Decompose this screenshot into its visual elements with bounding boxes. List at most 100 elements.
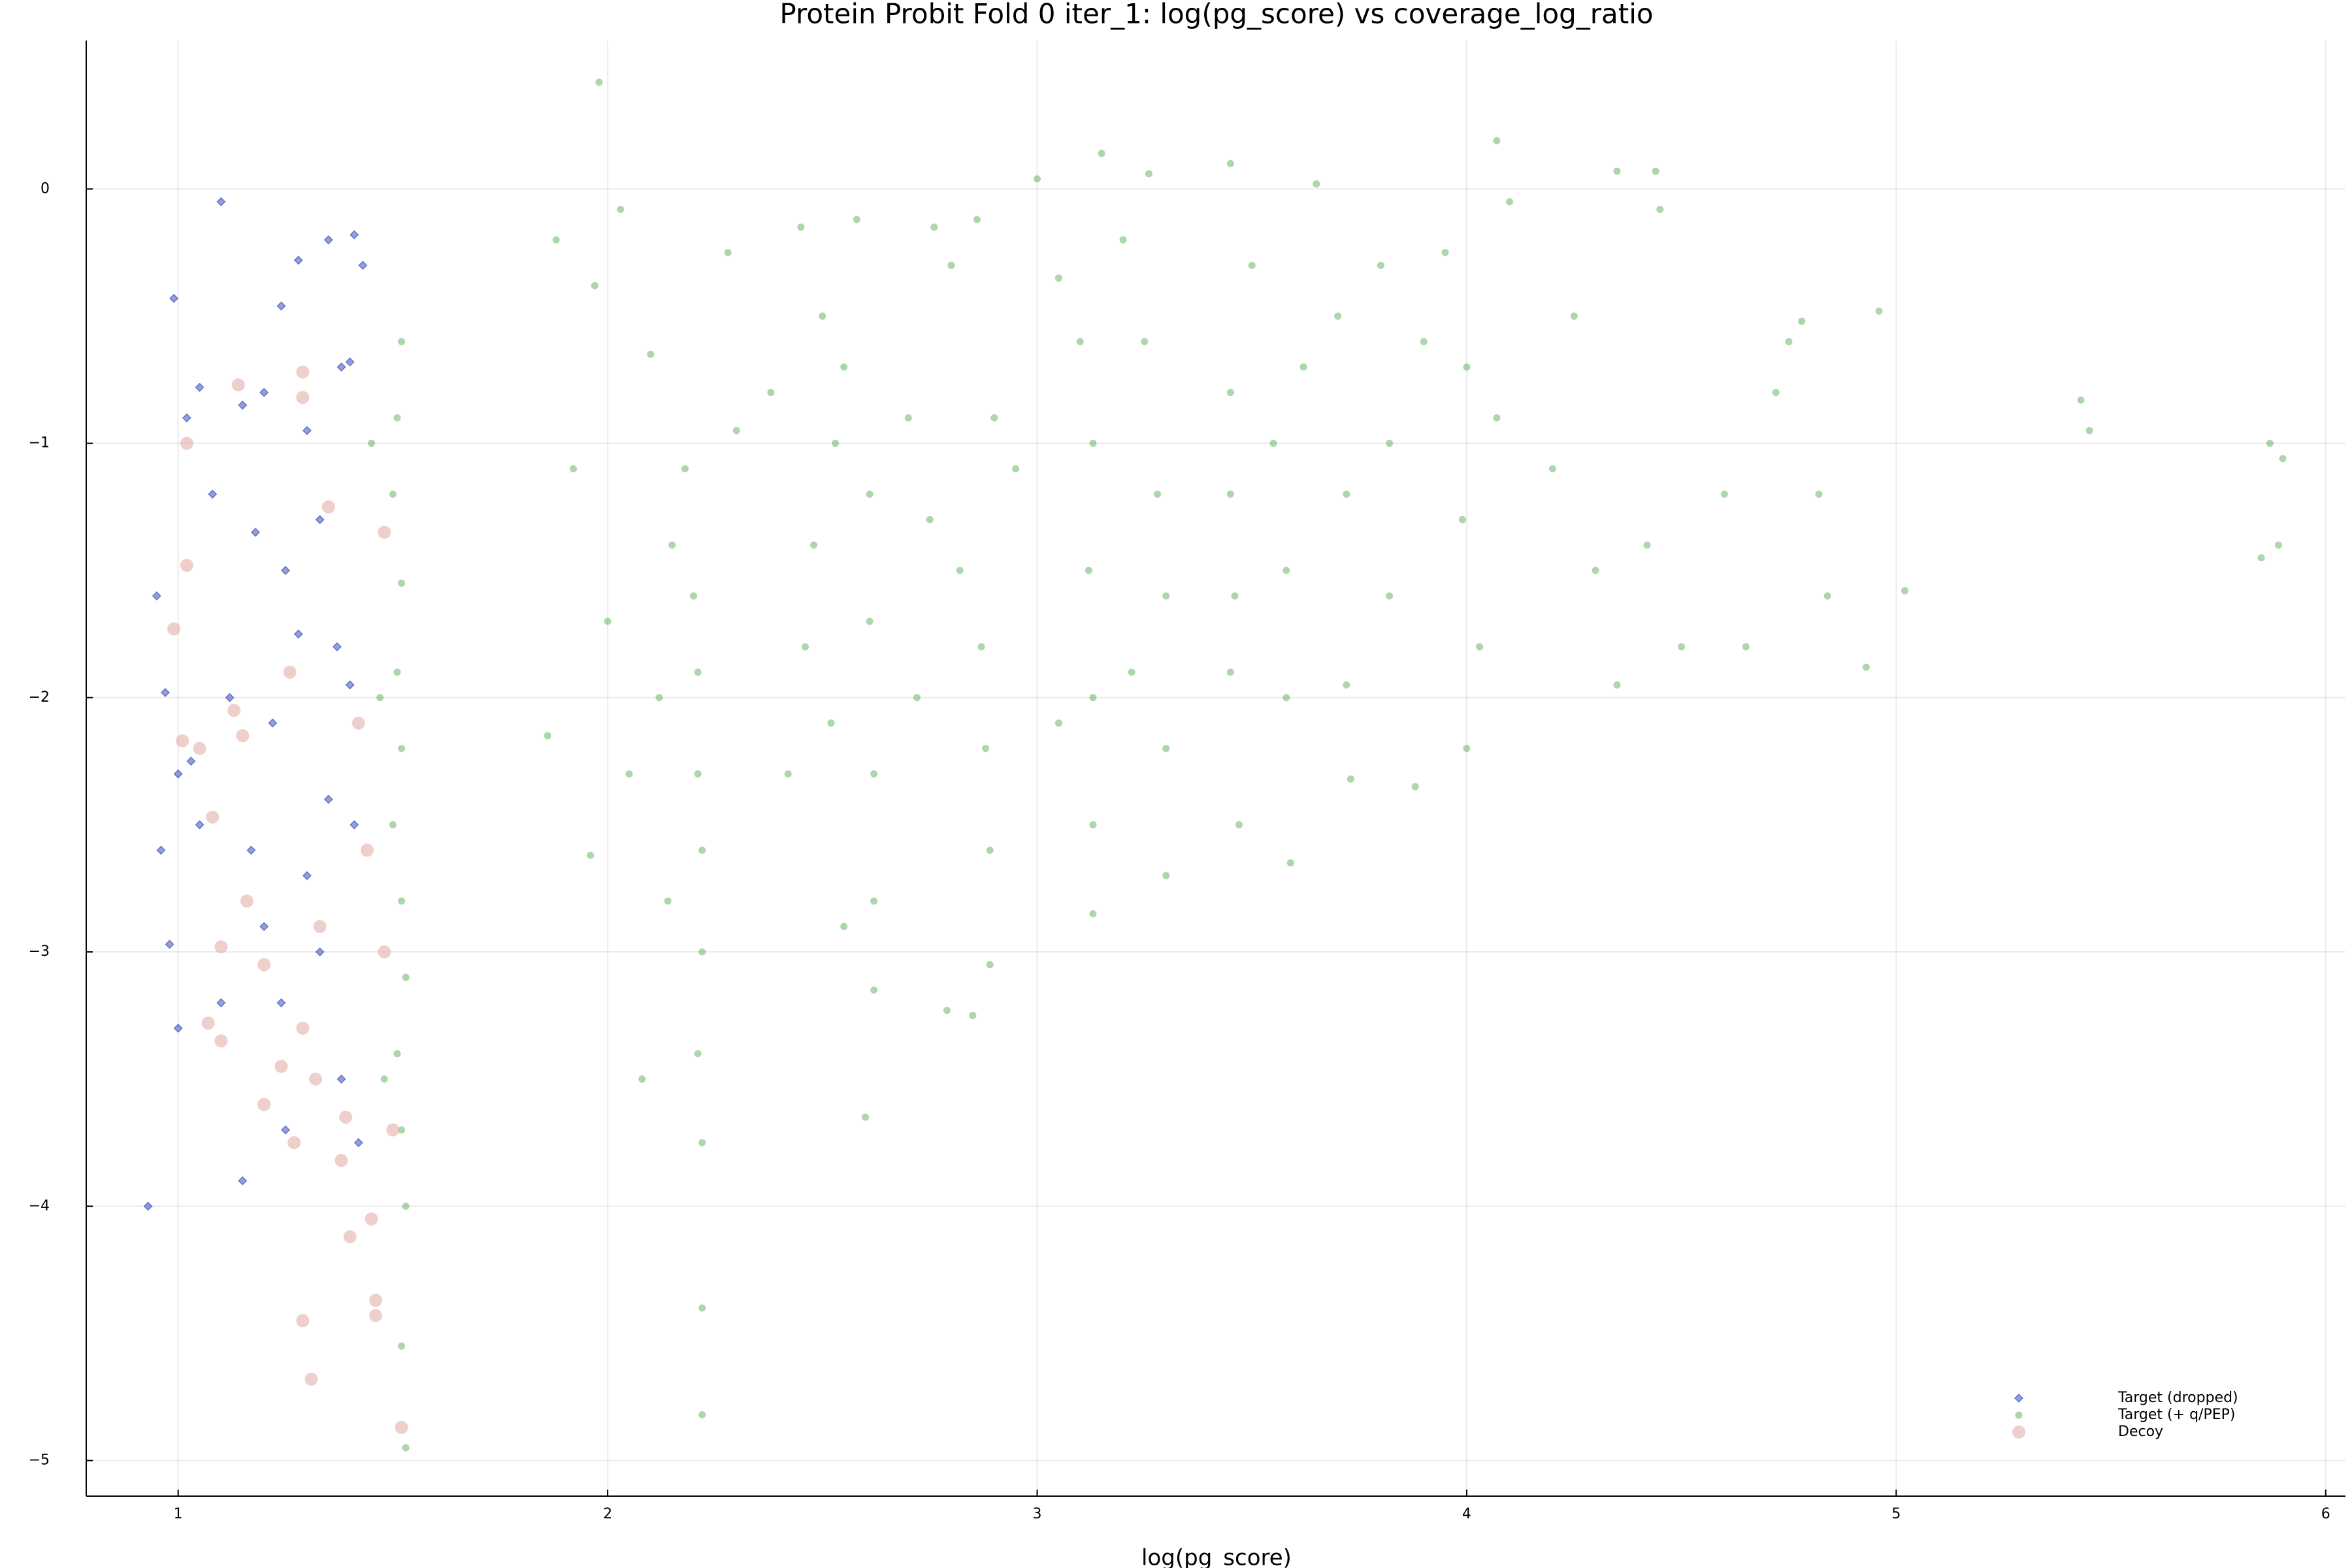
point — [402, 1202, 410, 1210]
point — [398, 897, 406, 905]
point — [398, 745, 406, 753]
point — [1386, 440, 1394, 448]
point — [1089, 910, 1097, 918]
point — [1299, 363, 1307, 371]
point — [1347, 775, 1354, 783]
point — [386, 1123, 400, 1137]
point — [913, 694, 921, 702]
point — [236, 729, 250, 743]
point — [293, 255, 303, 265]
point — [315, 947, 325, 957]
point — [280, 566, 291, 576]
point — [870, 770, 878, 778]
point — [393, 668, 401, 676]
point — [1463, 745, 1471, 753]
point — [1226, 389, 1234, 397]
point — [402, 973, 410, 981]
point — [182, 413, 191, 423]
point — [180, 436, 193, 450]
point — [216, 998, 226, 1007]
point — [214, 940, 228, 954]
point — [169, 293, 179, 303]
point — [1463, 363, 1471, 371]
point — [296, 365, 310, 379]
legend-marker — [2015, 1411, 2023, 1419]
point — [336, 1074, 346, 1084]
point — [395, 1420, 408, 1434]
point — [165, 939, 174, 949]
series — [167, 365, 408, 1434]
point — [1901, 587, 1908, 595]
point — [201, 1017, 215, 1030]
point — [402, 1444, 410, 1452]
point — [369, 1294, 383, 1307]
point — [977, 643, 985, 651]
point — [336, 362, 346, 372]
point — [238, 1176, 248, 1186]
y-tick-label: −4 — [29, 1198, 50, 1214]
point — [698, 1304, 706, 1312]
x-tick-label: 6 — [2321, 1506, 2330, 1522]
point — [1334, 312, 1342, 320]
point — [1678, 643, 1686, 651]
y-tick-label: −1 — [29, 435, 50, 451]
point — [274, 1060, 288, 1073]
point — [389, 821, 397, 828]
point — [143, 1201, 153, 1211]
point — [853, 216, 860, 223]
point — [1313, 180, 1320, 188]
point — [1441, 249, 1449, 257]
point — [819, 312, 826, 320]
point — [552, 236, 560, 244]
point — [1235, 821, 1243, 828]
point — [296, 391, 310, 404]
point — [870, 897, 878, 905]
point — [323, 235, 333, 245]
point — [832, 440, 840, 448]
point — [353, 1137, 363, 1148]
point — [257, 1098, 271, 1111]
point — [784, 770, 792, 778]
point — [587, 851, 595, 859]
point — [1089, 440, 1097, 448]
y-tick-label: −5 — [29, 1452, 50, 1469]
point — [1098, 150, 1105, 157]
point — [664, 897, 672, 905]
point — [231, 378, 245, 392]
point — [866, 490, 874, 498]
point — [378, 525, 391, 539]
point — [1226, 668, 1234, 676]
point — [216, 197, 226, 206]
x-tick-label: 5 — [1891, 1506, 1901, 1522]
point — [323, 794, 333, 804]
point — [186, 757, 196, 766]
point — [840, 363, 848, 371]
point — [369, 1309, 383, 1322]
point — [315, 515, 325, 525]
point — [544, 732, 551, 740]
point — [724, 249, 732, 257]
point — [280, 1125, 291, 1135]
point — [1282, 566, 1290, 574]
point — [335, 1154, 348, 1168]
x-tick-label: 2 — [603, 1506, 612, 1522]
point — [732, 427, 740, 434]
point — [694, 668, 702, 676]
point — [668, 541, 676, 549]
point — [350, 820, 359, 830]
point — [1785, 338, 1793, 346]
point — [926, 515, 934, 523]
point — [393, 1050, 401, 1058]
point — [343, 1230, 357, 1243]
point — [393, 414, 401, 422]
point — [1141, 338, 1149, 346]
point — [694, 770, 702, 778]
point — [302, 426, 312, 436]
point — [638, 1075, 646, 1083]
point — [206, 810, 220, 824]
point — [797, 223, 805, 231]
point — [617, 205, 625, 213]
point — [1343, 681, 1350, 689]
point — [2257, 554, 2265, 562]
